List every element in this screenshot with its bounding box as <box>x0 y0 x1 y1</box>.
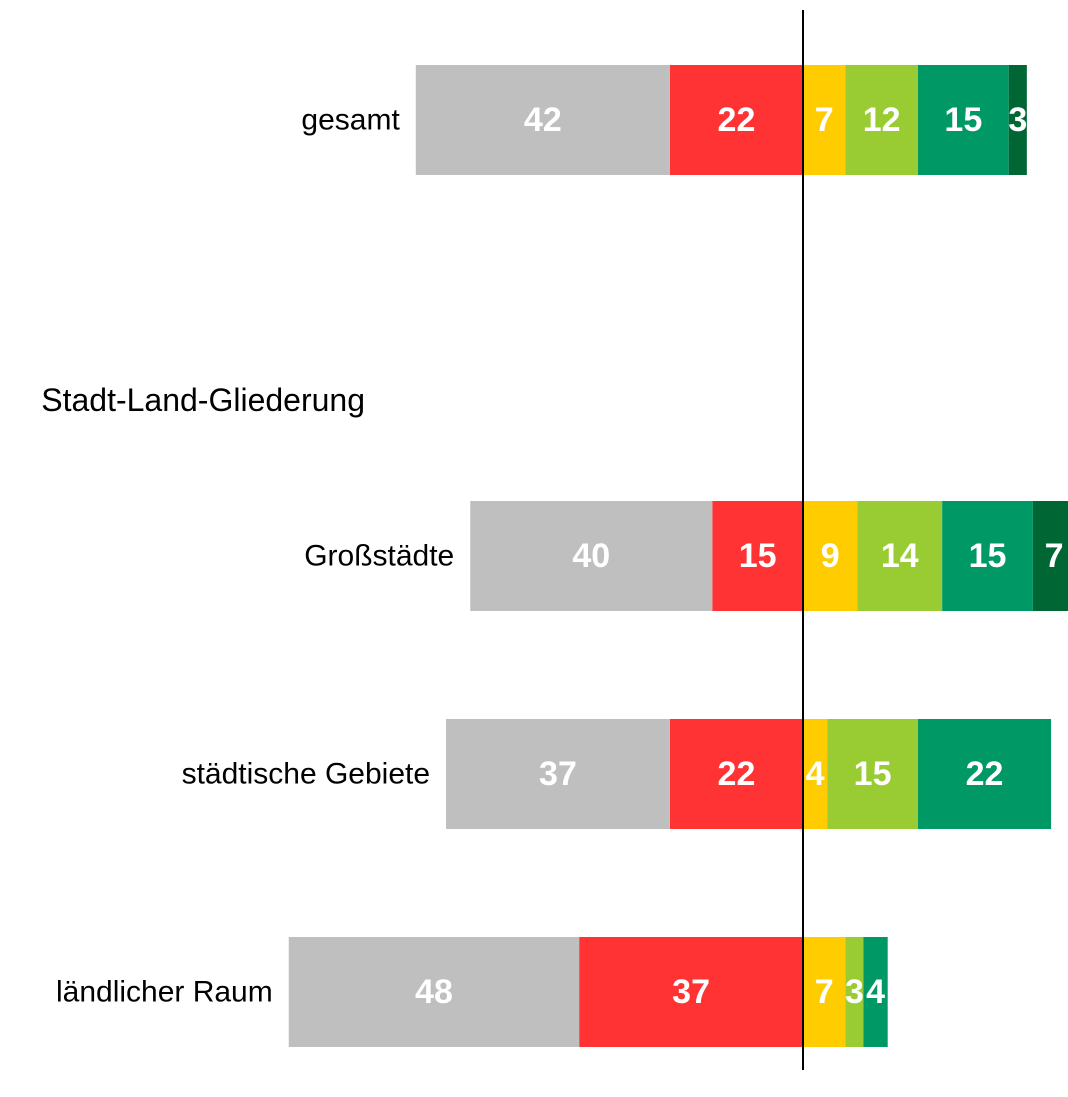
bar-segment <box>803 719 828 829</box>
value-label: 37 <box>539 755 577 793</box>
bar-segment <box>470 501 713 611</box>
category-label: städtische Gebiete <box>182 758 430 791</box>
bar-segment <box>712 501 803 611</box>
value-label: 15 <box>944 101 982 139</box>
value-label: 14 <box>881 537 919 575</box>
bar-segment <box>803 65 846 175</box>
bar-segment <box>803 937 846 1047</box>
bar-segment <box>579 937 803 1047</box>
category-label: gesamt <box>301 104 400 137</box>
value-label: 15 <box>969 537 1007 575</box>
bar-segment <box>1008 65 1027 175</box>
value-label: 3 <box>845 973 864 1011</box>
value-label: 7 <box>1045 537 1064 575</box>
bar-segment <box>845 65 918 175</box>
bar-segment <box>415 65 670 175</box>
bar-segment <box>845 937 864 1047</box>
bar-segment <box>669 65 803 175</box>
value-label: 40 <box>572 537 610 575</box>
value-label: 42 <box>524 101 562 139</box>
group-label: Stadt-Land-Gliederung <box>41 382 365 418</box>
value-label: 9 <box>821 537 840 575</box>
bar-segment <box>669 719 803 829</box>
bar-segment <box>917 65 1009 175</box>
bar-segment <box>857 501 943 611</box>
value-label: 48 <box>415 973 453 1011</box>
value-label: 4 <box>866 973 885 1011</box>
value-label: 15 <box>739 537 777 575</box>
bar-segment <box>288 937 580 1047</box>
bar-segment <box>1032 501 1068 611</box>
value-label: 22 <box>718 755 756 793</box>
value-label: 12 <box>863 101 901 139</box>
value-label: 4 <box>806 755 825 793</box>
value-label: 22 <box>966 755 1004 793</box>
bar-segment <box>917 719 1052 829</box>
value-label: 7 <box>815 973 834 1011</box>
value-label: 7 <box>815 101 834 139</box>
bar-segment <box>803 501 858 611</box>
bar-segment <box>863 937 888 1047</box>
value-label: 15 <box>854 755 892 793</box>
bar-segment <box>446 719 670 829</box>
category-label: Großstädte <box>304 540 454 573</box>
value-label: 37 <box>672 973 710 1011</box>
value-label: 22 <box>718 101 756 139</box>
bar-segment <box>942 501 1033 611</box>
value-label: 3 <box>1008 101 1027 139</box>
bar-segment <box>827 719 918 829</box>
category-label: ländlicher Raum <box>56 976 273 1009</box>
